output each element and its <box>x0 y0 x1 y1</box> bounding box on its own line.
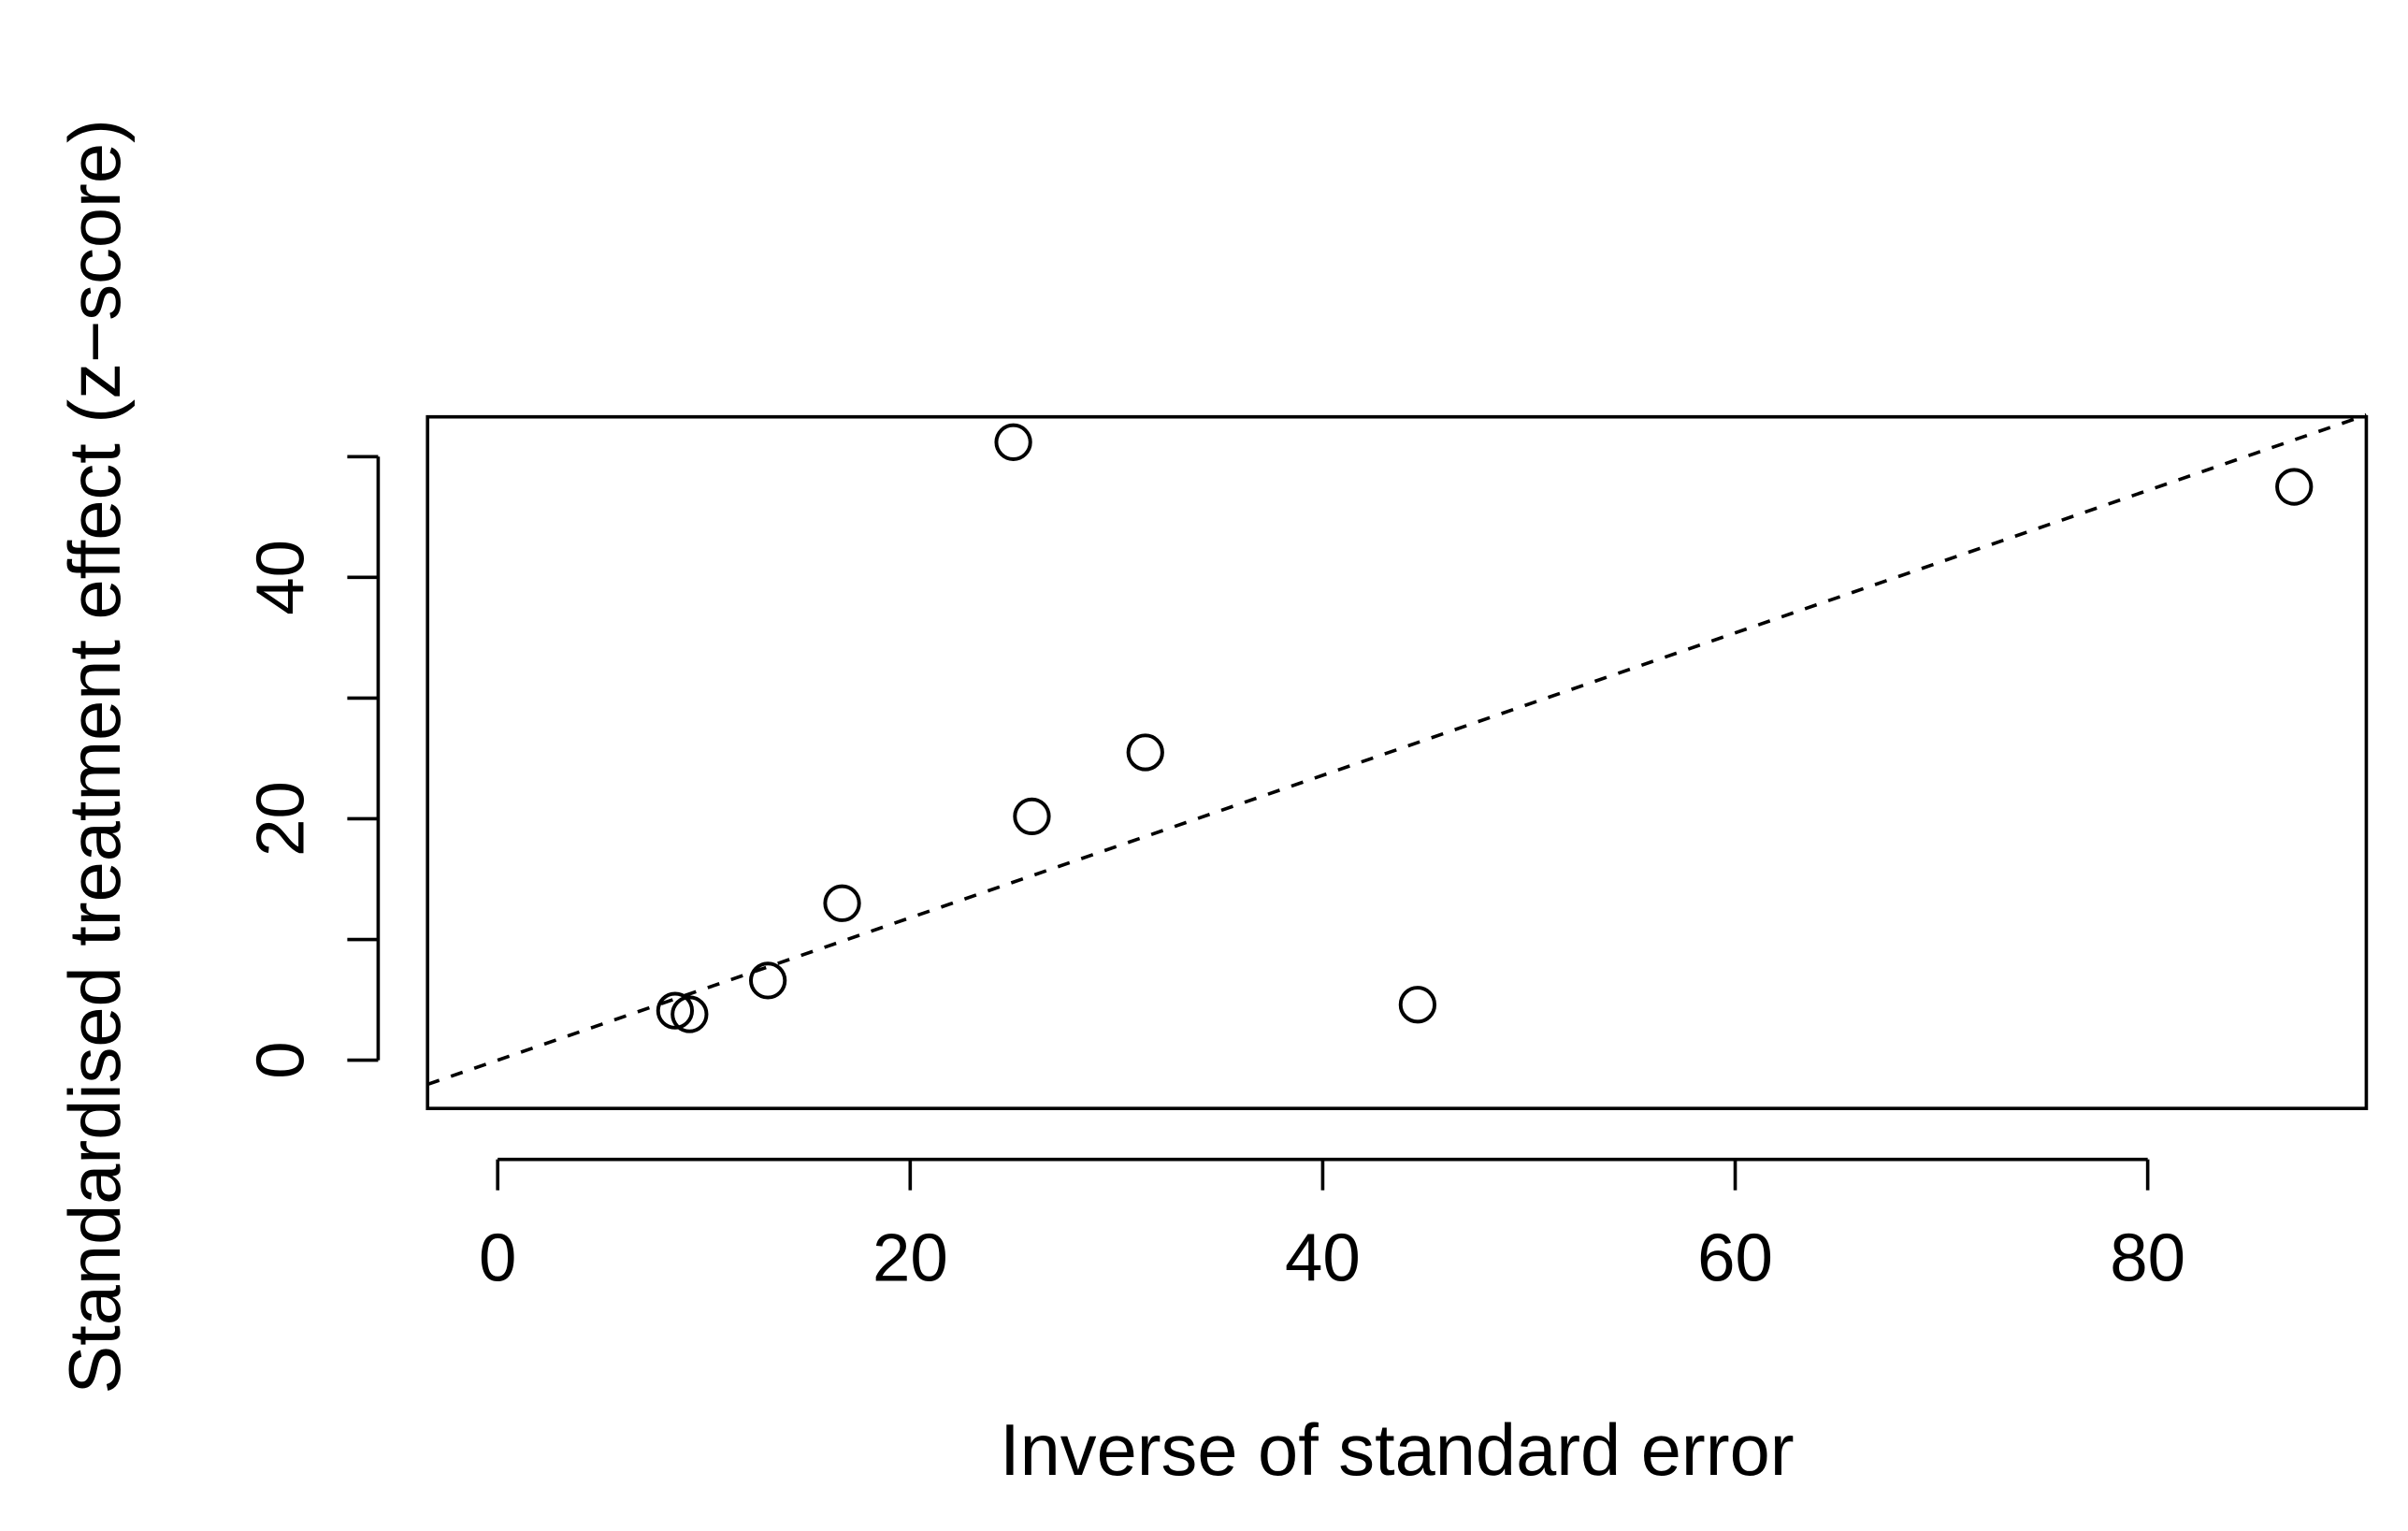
point <box>994 423 1032 461</box>
point <box>656 991 695 1030</box>
reference-line <box>426 412 2368 1087</box>
y-tick-label: 0 <box>243 1041 319 1078</box>
point <box>1398 986 1437 1024</box>
point <box>1013 797 1051 836</box>
y-axis-label: Standardised treatment effect (z−score) <box>55 119 136 1394</box>
point <box>823 884 861 922</box>
y-tick-label: 40 <box>243 540 319 615</box>
point <box>670 995 709 1033</box>
x-tick-label: 40 <box>1285 1220 1361 1295</box>
x-axis-label: Inverse of standard error <box>1000 1410 1794 1491</box>
x-tick-label: 20 <box>872 1220 948 1295</box>
point <box>749 961 787 1000</box>
x-tick-label: 0 <box>479 1220 516 1295</box>
y-tick-label: 20 <box>243 781 319 857</box>
plot-frame <box>425 414 2369 1111</box>
x-tick-label: 60 <box>1697 1220 1773 1295</box>
point <box>1126 733 1164 772</box>
point <box>2275 468 2314 506</box>
x-tick-label: 80 <box>2110 1220 2185 1295</box>
